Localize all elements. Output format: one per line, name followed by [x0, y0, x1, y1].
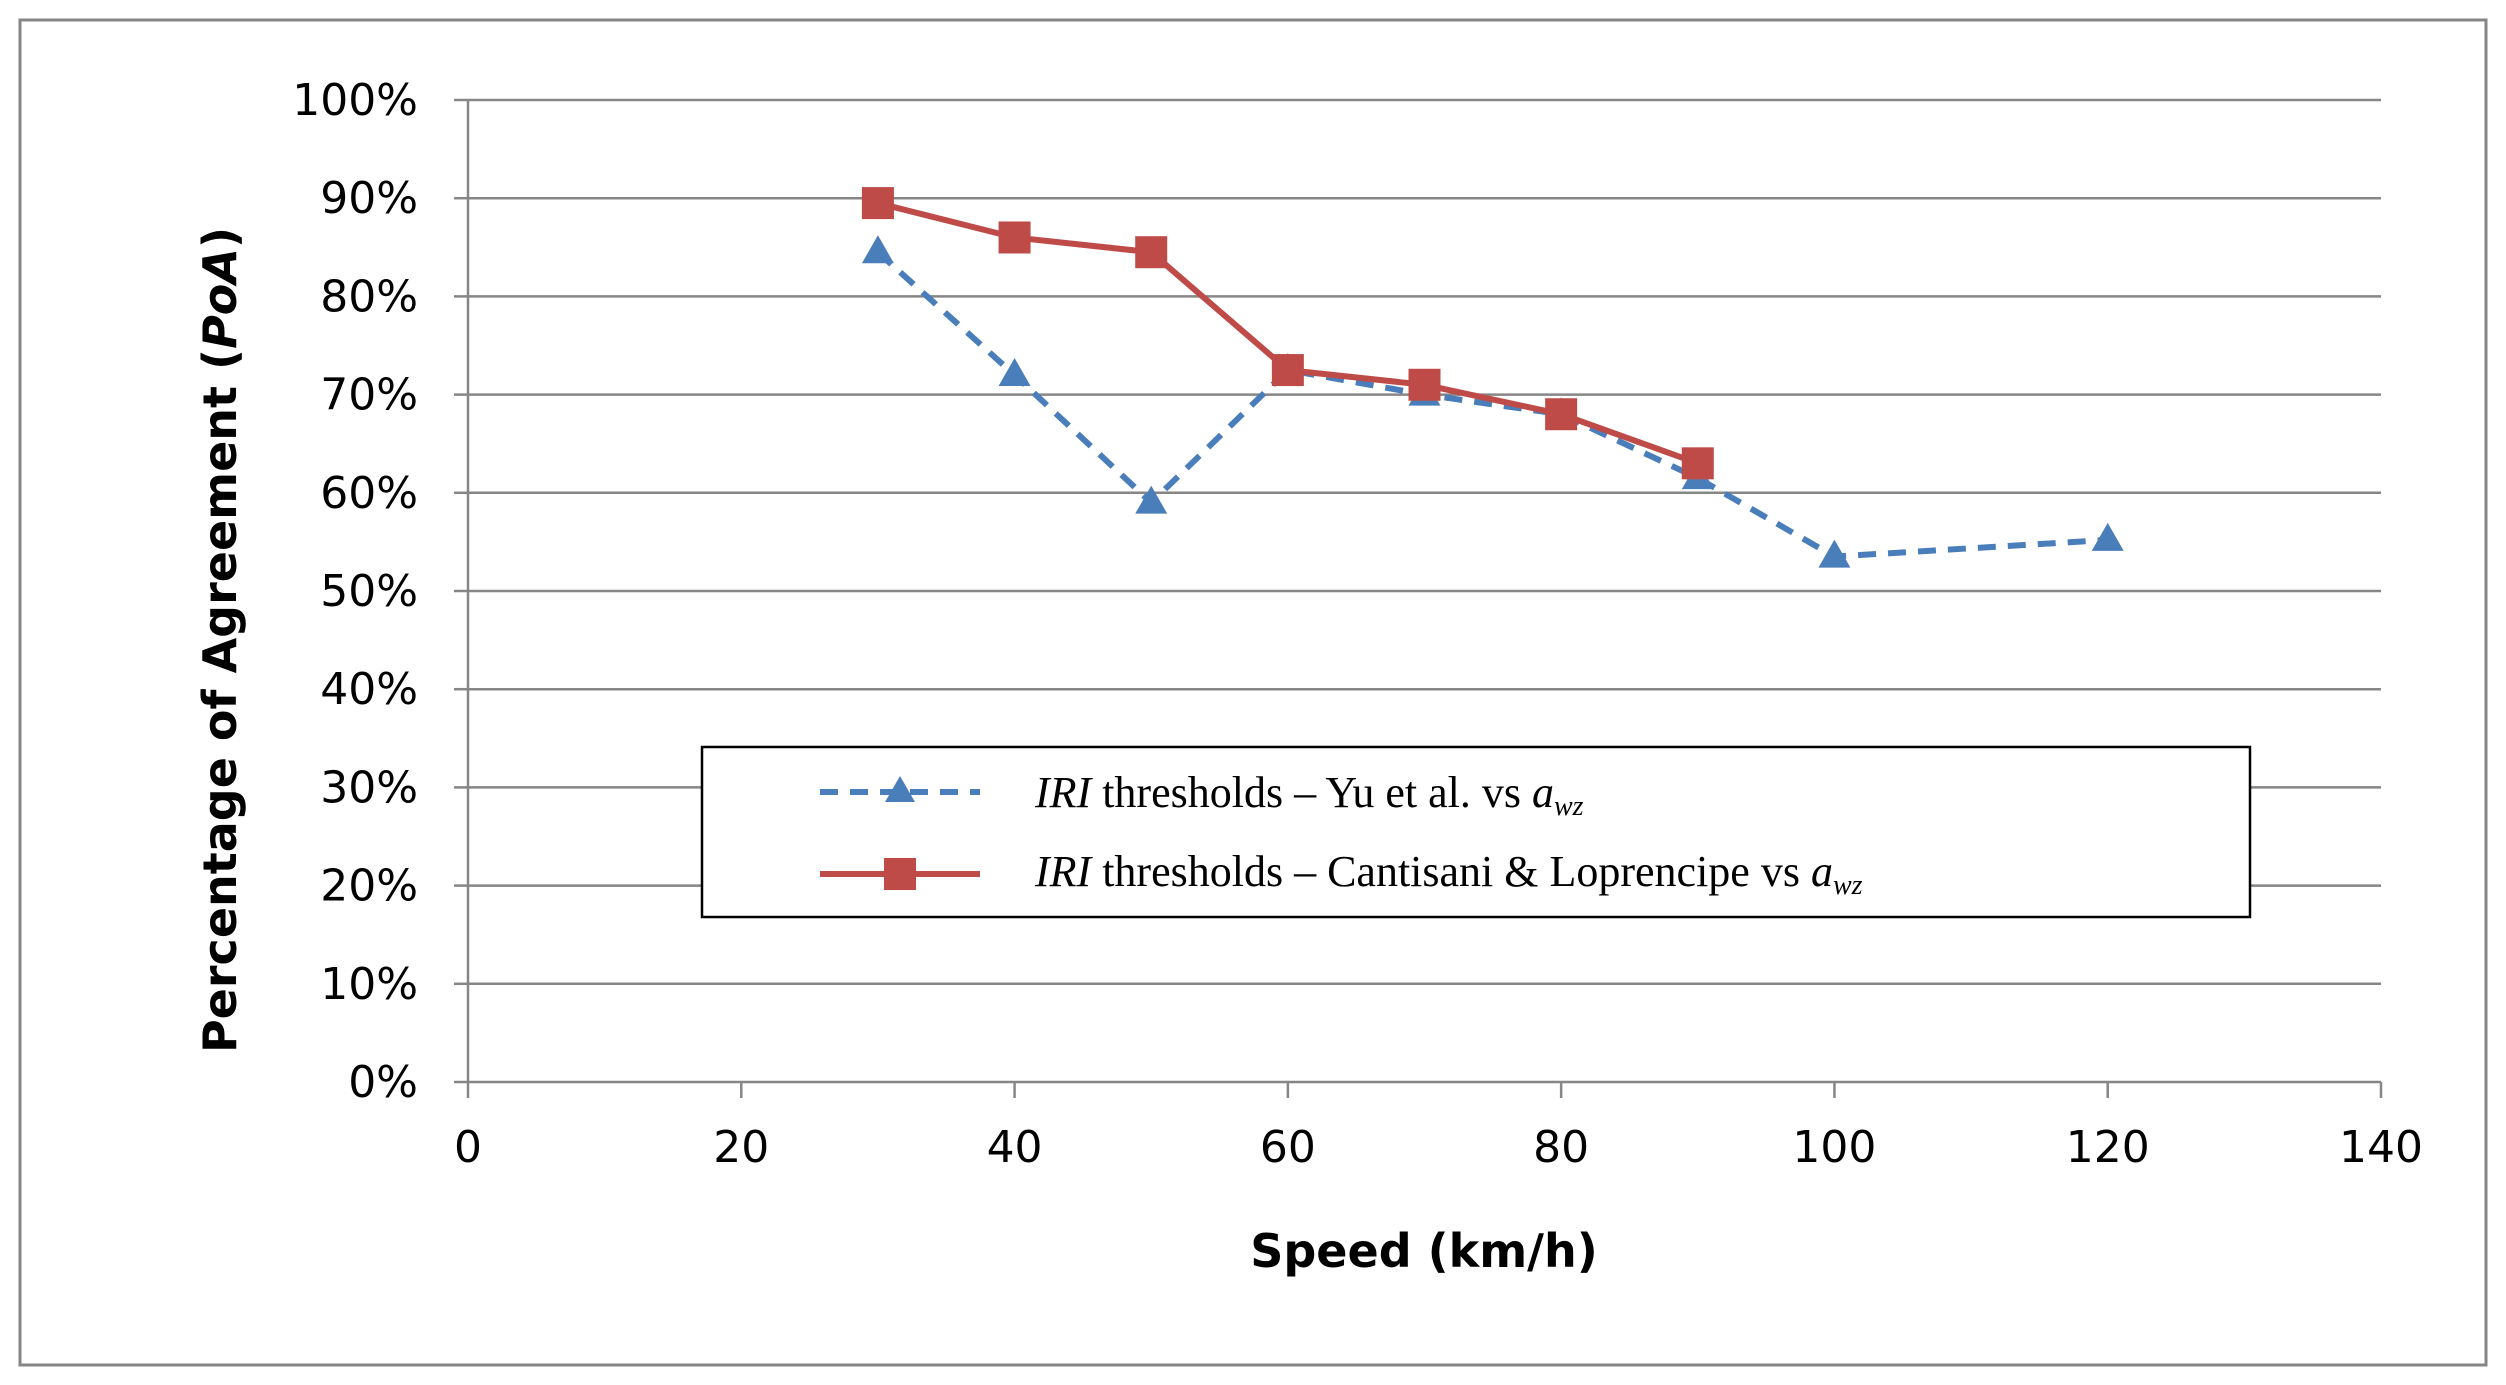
y-tick-label-50: 50% — [320, 566, 418, 617]
y-tick-label-60: 60% — [320, 468, 418, 519]
y-tick-label-100: 100% — [292, 75, 418, 126]
series-1-point-60 — [1271, 354, 1304, 387]
legend-label-cantisani-a: a — [1811, 847, 1833, 896]
legend-marker-square — [884, 858, 916, 890]
y-tick-label-90: 90% — [320, 173, 418, 224]
y-tick-label-40: 40% — [320, 664, 418, 715]
axes: 0% 10% 20% 30% 40% 50% 60% 70% 80% 90% 100% 0 20 40 60… — [292, 75, 2423, 1173]
y-axis-title-italic: PoA — [193, 248, 247, 349]
legend-label-cantisani: IRI thresholds – Cantisani & Loprencipe … — [1034, 847, 1863, 901]
x-tick-label-100: 100 — [1792, 1122, 1876, 1173]
series-0-point-100 — [1818, 539, 1851, 568]
series-1-point-70 — [1408, 368, 1441, 401]
y-tick-label-20: 20% — [320, 861, 418, 912]
x-tick-label-20: 20 — [713, 1122, 769, 1173]
y-tick-label-70: 70% — [320, 370, 418, 421]
series-1-point-50 — [1135, 236, 1168, 269]
legend-entry-cantisani: IRI thresholds – Cantisani & Loprencipe … — [820, 847, 1863, 901]
series-0-point-40 — [998, 357, 1031, 386]
legend-label-yu: IRI thresholds – Yu et al. vs awz — [1034, 768, 1584, 822]
series-0-point-50 — [1135, 485, 1168, 514]
legend-marker-triangle — [885, 776, 915, 802]
y-axis-title: Percentage of Agreement (PoA) — [193, 227, 247, 1053]
series-0-point-120 — [2091, 522, 2124, 551]
legend-label-yu-a: a — [1532, 768, 1554, 817]
legend-label-yu-iri: IRI — [1034, 768, 1094, 817]
x-tick-label-120: 120 — [2066, 1122, 2150, 1173]
series-1-point-30 — [861, 187, 894, 220]
series-layer — [861, 187, 2124, 568]
legend-label-cantisani-text: thresholds – Cantisani & Loprencipe vs — [1091, 847, 1811, 896]
series-1-point-40 — [998, 221, 1031, 254]
x-axis-title: Speed (km/h) — [1250, 1224, 1598, 1278]
y-axis-title-part2: ) — [193, 227, 247, 248]
y-tick-label-30: 30% — [320, 762, 418, 813]
y-tick-label-0: 0% — [348, 1057, 418, 1108]
y-tick-label-10: 10% — [320, 959, 418, 1010]
series-0-point-30 — [861, 235, 894, 264]
legend-label-cantisani-sub: wz — [1833, 870, 1863, 901]
legend-box — [700, 745, 2252, 919]
x-tick-label-0: 0 — [454, 1122, 482, 1173]
legend-entry-yu: IRI thresholds – Yu et al. vs awz — [820, 768, 1584, 822]
legend-label-cantisani-iri: IRI — [1034, 847, 1094, 896]
chart-frame — [18, 18, 2488, 1367]
series-1-point-80 — [1545, 398, 1578, 431]
y-axis-title-part1: Percentage of Agreement ( — [193, 349, 247, 1053]
x-tick-label-80: 80 — [1533, 1122, 1589, 1173]
x-tick-label-140: 140 — [2339, 1122, 2423, 1173]
series-1-point-90 — [1681, 447, 1714, 480]
x-tick-label-60: 60 — [1260, 1122, 1316, 1173]
x-tick-label-40: 40 — [987, 1122, 1043, 1173]
legend-label-yu-text: thresholds – Yu et al. vs — [1091, 768, 1532, 817]
y-tick-label-80: 80% — [320, 271, 418, 322]
legend-label-yu-sub: wz — [1554, 791, 1584, 822]
legend: IRI thresholds – Yu et al. vs awz IRI th… — [700, 745, 2252, 919]
